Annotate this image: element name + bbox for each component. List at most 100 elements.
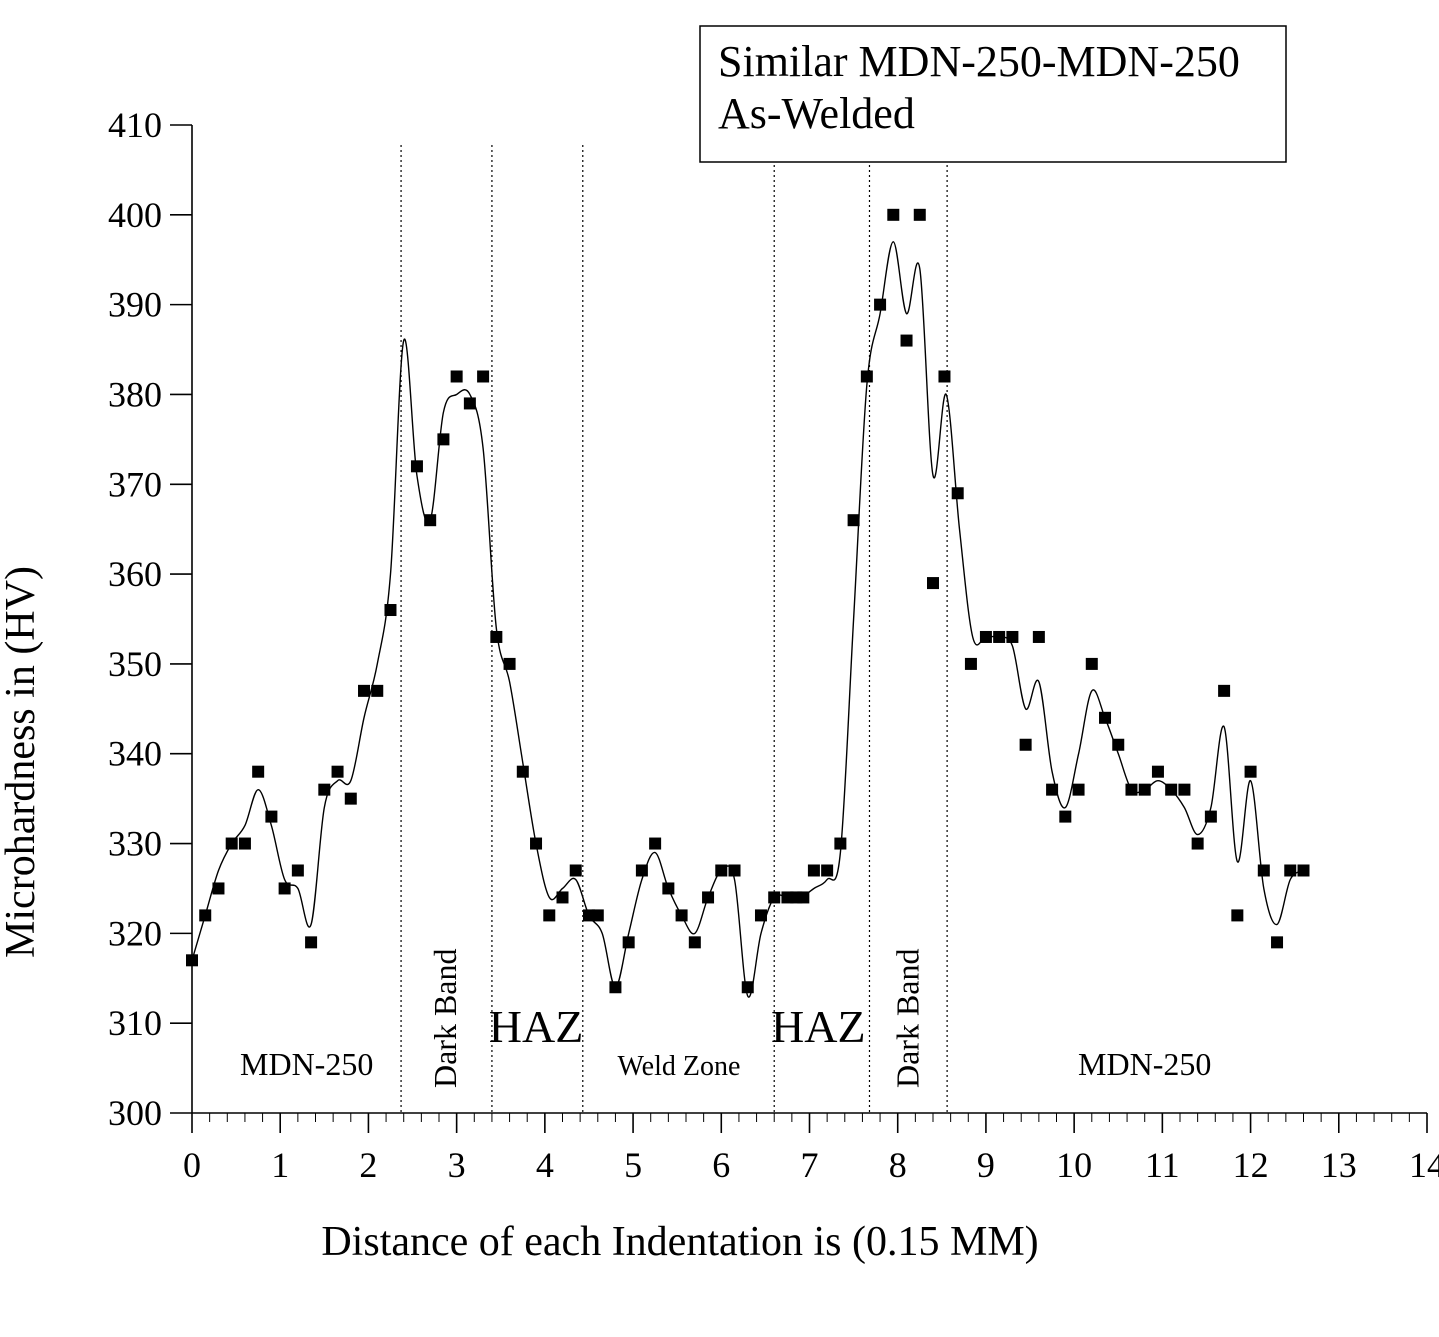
data-point xyxy=(887,208,900,221)
data-point xyxy=(702,891,715,904)
data-point xyxy=(938,370,951,383)
data-point xyxy=(1019,738,1032,751)
y-tick-label: 390 xyxy=(108,285,162,325)
data-point xyxy=(252,765,265,778)
data-point xyxy=(490,630,503,643)
data-point xyxy=(543,909,556,922)
x-tick-label: 14 xyxy=(1409,1145,1439,1185)
data-point xyxy=(424,514,437,527)
legend-line-2: As-Welded xyxy=(718,89,915,138)
data-point xyxy=(951,487,964,500)
x-tick-label: 5 xyxy=(624,1145,642,1185)
x-tick-label: 1 xyxy=(271,1145,289,1185)
data-point xyxy=(1204,810,1217,823)
y-tick-label: 360 xyxy=(108,554,162,594)
x-tick-label: 3 xyxy=(448,1145,466,1185)
x-tick-label: 2 xyxy=(359,1145,377,1185)
data-points xyxy=(186,208,1310,994)
x-tick-label: 10 xyxy=(1056,1145,1092,1185)
data-point xyxy=(622,936,635,949)
data-point xyxy=(1218,684,1231,697)
x-tick-label: 9 xyxy=(977,1145,995,1185)
legend-box: Similar MDN-250-MDN-250 As-Welded xyxy=(699,25,1287,163)
x-tick-label: 4 xyxy=(536,1145,554,1185)
data-point xyxy=(477,370,490,383)
zone-label: Weld Zone xyxy=(617,1051,740,1082)
data-point xyxy=(768,891,781,904)
x-tick-label: 13 xyxy=(1321,1145,1357,1185)
data-point xyxy=(278,882,291,895)
data-point xyxy=(1138,783,1151,796)
data-point xyxy=(556,891,569,904)
data-point xyxy=(847,514,860,527)
y-tick-label: 300 xyxy=(108,1093,162,1133)
data-point xyxy=(1125,783,1138,796)
data-point xyxy=(318,783,331,796)
data-point xyxy=(1072,783,1085,796)
legend-line-1: Similar MDN-250-MDN-250 xyxy=(718,37,1240,86)
data-point xyxy=(675,909,688,922)
data-point xyxy=(569,864,582,877)
data-point xyxy=(1046,783,1059,796)
data-point xyxy=(821,864,834,877)
data-point xyxy=(225,837,238,850)
data-point xyxy=(358,684,371,697)
data-point xyxy=(291,864,304,877)
data-point xyxy=(1032,630,1045,643)
data-point xyxy=(834,837,847,850)
data-point xyxy=(1191,837,1204,850)
data-point xyxy=(1257,864,1270,877)
data-point xyxy=(874,298,887,311)
data-point xyxy=(662,882,675,895)
data-point xyxy=(927,577,939,590)
data-point xyxy=(728,864,741,877)
zone-label: MDN-250 xyxy=(240,1046,373,1082)
data-point xyxy=(437,433,450,446)
data-point xyxy=(1284,864,1297,877)
data-point xyxy=(450,370,463,383)
zone-label: HAZ xyxy=(489,1001,584,1052)
data-point xyxy=(1006,630,1019,643)
data-point xyxy=(1085,657,1098,670)
y-tick-label: 310 xyxy=(108,1003,162,1043)
data-point xyxy=(1244,765,1257,778)
zone-label: HAZ xyxy=(771,1001,866,1052)
data-point xyxy=(635,864,648,877)
x-tick-label: 8 xyxy=(889,1145,907,1185)
y-tick-label: 330 xyxy=(108,824,162,864)
y-axis-label: Microhardness in (HV) xyxy=(0,566,44,958)
data-point xyxy=(797,891,810,904)
data-point xyxy=(199,909,212,922)
y-axis-ticks: 300 310 320 330 340 350 360 370 380 390 400 410 xyxy=(108,105,192,1133)
data-point xyxy=(741,981,754,994)
data-point xyxy=(1112,738,1125,751)
data-point xyxy=(371,684,384,697)
x-tick-label: 12 xyxy=(1233,1145,1269,1185)
data-point xyxy=(649,837,662,850)
y-tick-label: 320 xyxy=(108,913,162,953)
data-point xyxy=(913,208,926,221)
data-point xyxy=(530,837,543,850)
y-tick-label: 340 xyxy=(108,734,162,774)
smoothed-curve xyxy=(191,241,1304,998)
y-tick-label: 400 xyxy=(108,195,162,235)
data-point xyxy=(305,936,318,949)
data-point xyxy=(1059,810,1072,823)
data-point xyxy=(384,604,397,617)
data-point xyxy=(609,981,622,994)
data-point xyxy=(1231,909,1244,922)
y-tick-label: 350 xyxy=(108,644,162,684)
data-point xyxy=(331,765,344,778)
data-point xyxy=(900,334,913,347)
data-point xyxy=(715,864,728,877)
data-point xyxy=(807,864,820,877)
data-point xyxy=(993,630,1006,643)
data-point xyxy=(964,657,977,670)
data-point xyxy=(503,657,516,670)
data-point xyxy=(1151,765,1164,778)
data-point xyxy=(688,936,701,949)
zone-label: Dark Band xyxy=(427,948,463,1088)
data-point xyxy=(754,909,767,922)
data-point xyxy=(1165,783,1178,796)
